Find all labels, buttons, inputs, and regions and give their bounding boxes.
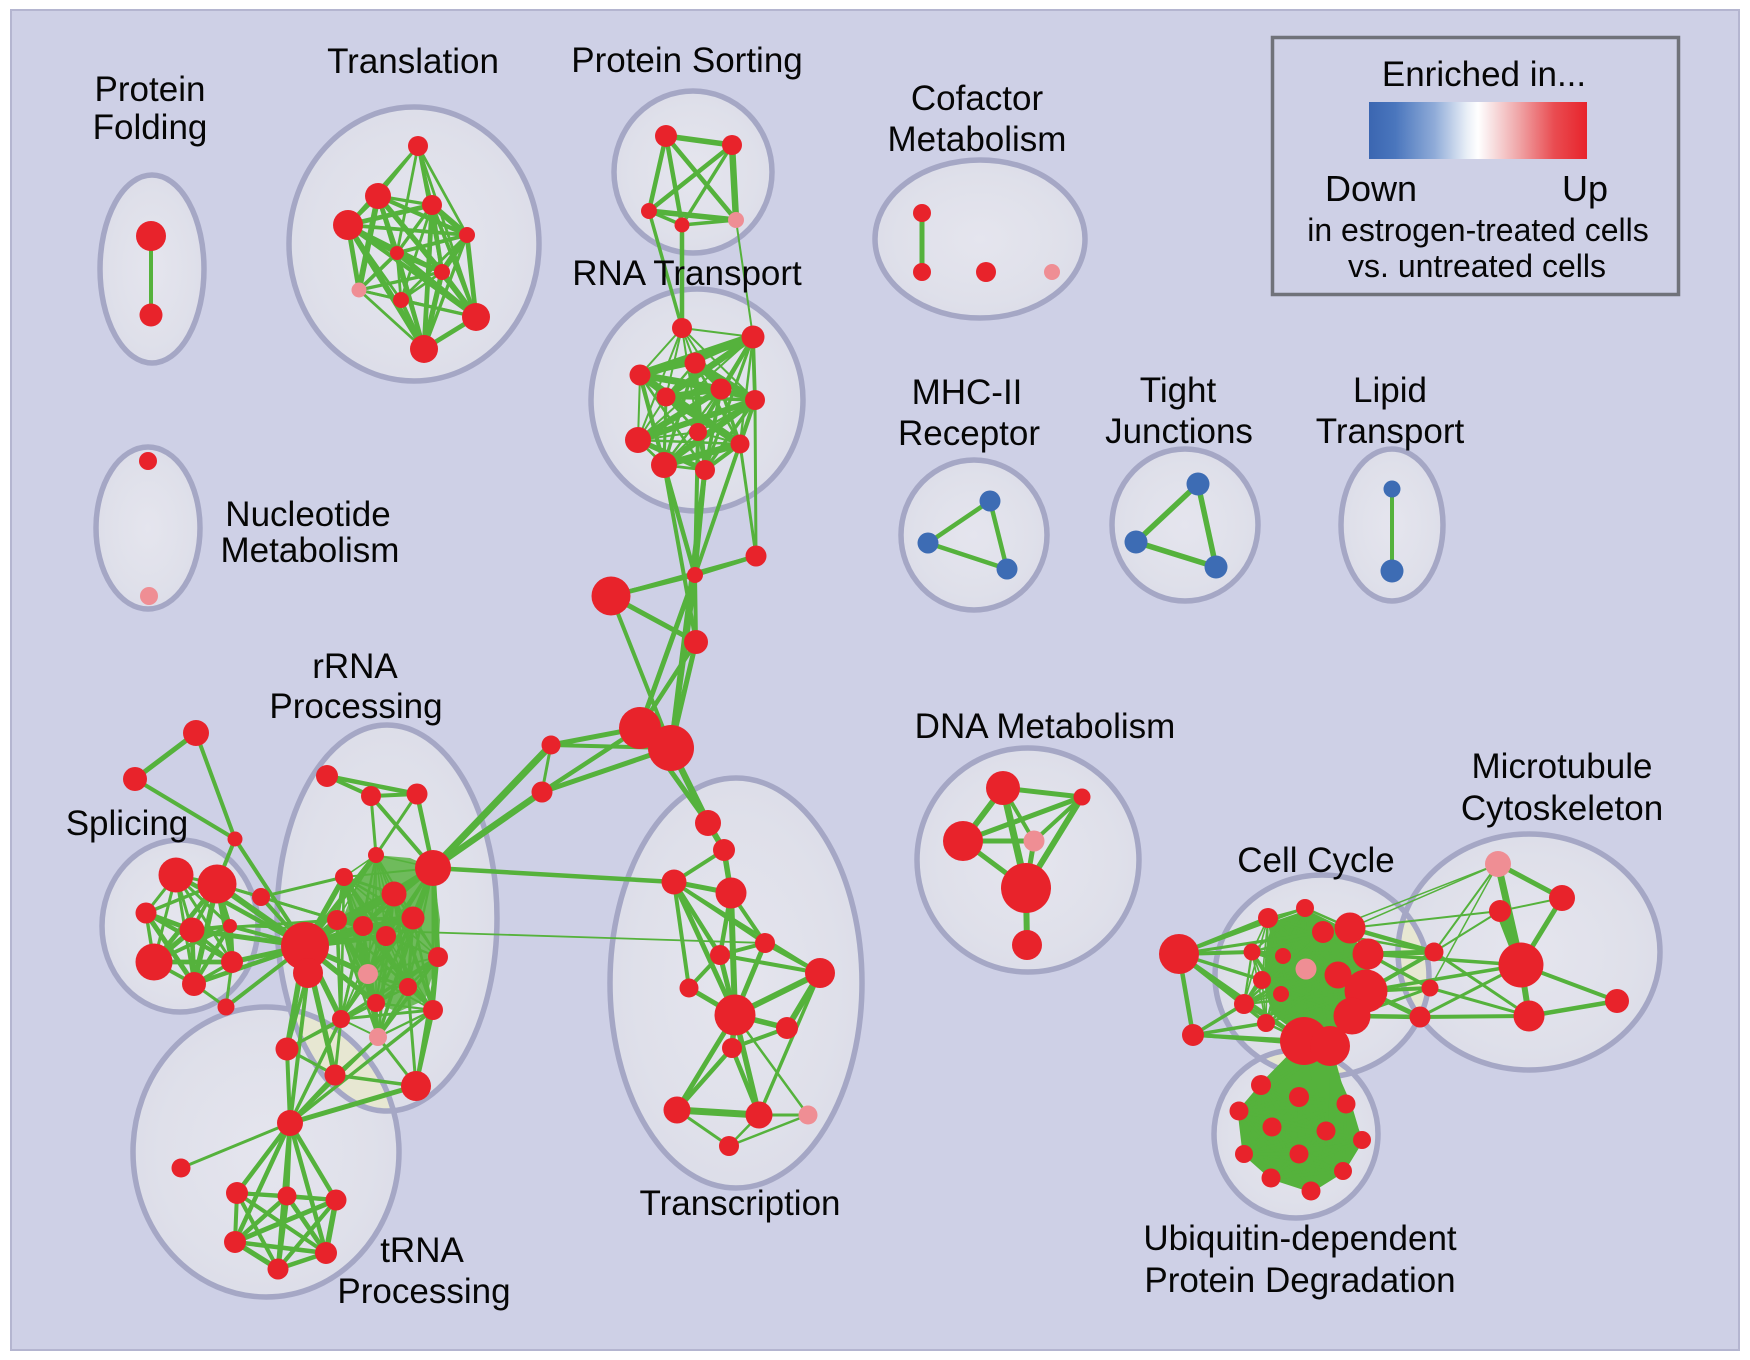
svg-text:vs. untreated cells: vs. untreated cells xyxy=(1348,248,1606,284)
svg-text:Cofactor: Cofactor xyxy=(911,79,1044,118)
svg-text:Translation: Translation xyxy=(327,42,499,81)
svg-text:Enriched in...: Enriched in... xyxy=(1382,55,1586,94)
svg-text:Receptor: Receptor xyxy=(898,414,1040,453)
svg-text:Splicing: Splicing xyxy=(66,804,189,843)
svg-text:Processing: Processing xyxy=(269,687,442,726)
svg-text:Nucleotide: Nucleotide xyxy=(225,495,390,534)
svg-text:Transport: Transport xyxy=(1316,412,1465,451)
svg-text:Processing: Processing xyxy=(337,1272,510,1311)
svg-text:tRNA: tRNA xyxy=(380,1231,464,1270)
svg-text:Metabolism: Metabolism xyxy=(221,531,400,570)
svg-text:Cytoskeleton: Cytoskeleton xyxy=(1461,789,1663,828)
svg-text:in estrogen-treated cells: in estrogen-treated cells xyxy=(1307,212,1649,248)
svg-text:rRNA: rRNA xyxy=(312,647,398,686)
svg-text:Protein Degradation: Protein Degradation xyxy=(1144,1261,1455,1300)
svg-text:Tight: Tight xyxy=(1140,371,1217,410)
svg-text:Transcription: Transcription xyxy=(640,1184,841,1223)
svg-text:Microtubule: Microtubule xyxy=(1472,747,1653,786)
svg-text:Cell Cycle: Cell Cycle xyxy=(1237,841,1395,880)
svg-text:Metabolism: Metabolism xyxy=(888,120,1067,159)
svg-text:Ubiquitin-dependent: Ubiquitin-dependent xyxy=(1143,1219,1457,1258)
svg-text:Lipid: Lipid xyxy=(1353,371,1427,410)
svg-text:MHC-II: MHC-II xyxy=(912,373,1023,412)
svg-text:Junctions: Junctions xyxy=(1105,412,1253,451)
svg-text:RNA Transport: RNA Transport xyxy=(572,254,802,293)
svg-text:Protein: Protein xyxy=(95,70,206,109)
svg-text:Folding: Folding xyxy=(93,108,208,147)
svg-text:DNA Metabolism: DNA Metabolism xyxy=(915,707,1176,746)
svg-text:Down: Down xyxy=(1325,168,1417,209)
svg-text:Up: Up xyxy=(1562,168,1608,209)
svg-text:Protein Sorting: Protein Sorting xyxy=(571,41,803,80)
